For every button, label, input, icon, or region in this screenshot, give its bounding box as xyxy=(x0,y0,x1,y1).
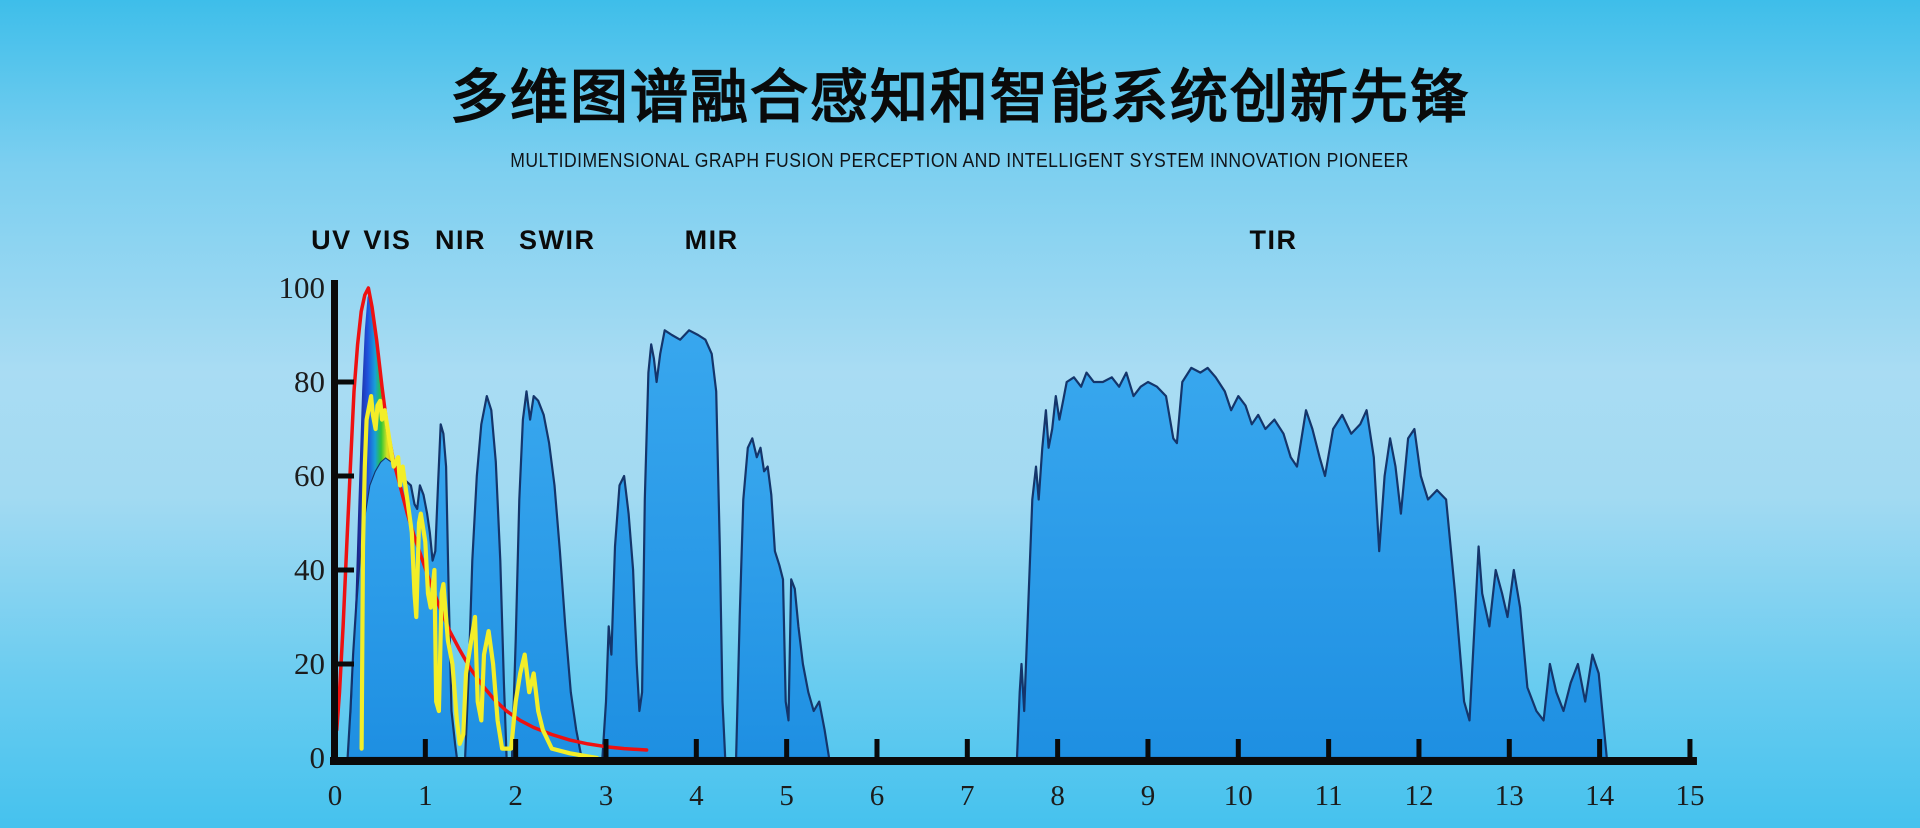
band-label-uv: UV xyxy=(311,225,352,255)
y-tick-label-100: 100 xyxy=(279,270,326,305)
band-label-mir: MIR xyxy=(685,225,739,255)
x-tick-9 xyxy=(1145,739,1151,758)
subtitle-wrap: MULTIDIMENSIONAL GRAPH FUSION PERCEPTION… xyxy=(0,150,1920,173)
y-tick-label-80: 80 xyxy=(294,364,325,399)
x-tick-label-1: 1 xyxy=(418,780,433,812)
band-label-nir: NIR xyxy=(435,225,486,255)
y-tick-label-40: 40 xyxy=(294,552,325,587)
x-tick-label-0: 0 xyxy=(328,780,343,812)
blackbody-envelope-curve xyxy=(335,286,649,752)
x-tick-7 xyxy=(964,739,970,758)
x-tick-label-4: 4 xyxy=(689,780,704,812)
transmission-window-3 xyxy=(510,390,583,760)
x-tick-11 xyxy=(1326,739,1332,758)
page-subtitle: MULTIDIMENSIONAL GRAPH FUSION PERCEPTION… xyxy=(510,150,1410,172)
x-tick-10 xyxy=(1235,739,1241,758)
visible-spectrum-peak xyxy=(351,292,404,721)
x-tick-label-13: 13 xyxy=(1495,780,1524,812)
x-tick-label-12: 12 xyxy=(1404,780,1433,812)
x-tick-label-7: 7 xyxy=(960,780,975,812)
x-tick-4 xyxy=(693,739,699,758)
x-tick-label-2: 2 xyxy=(508,780,523,812)
x-tick-14 xyxy=(1597,739,1603,758)
y-tick-label-20: 20 xyxy=(294,646,325,681)
x-axis-line xyxy=(330,757,1697,765)
x-tick-label-15: 15 xyxy=(1675,780,1704,812)
x-tick-label-8: 8 xyxy=(1050,780,1065,812)
x-tick-label-11: 11 xyxy=(1315,780,1343,812)
x-tick-15 xyxy=(1687,739,1693,758)
x-tick-1 xyxy=(422,739,428,758)
surface-solar-curve xyxy=(359,394,600,761)
y-tick-80 xyxy=(338,379,354,385)
band-label-vis: VIS xyxy=(363,225,411,255)
x-tick-label-5: 5 xyxy=(779,780,794,812)
transmission-window-6 xyxy=(1015,366,1608,760)
x-tick-label-10: 10 xyxy=(1224,780,1253,812)
x-tick-label-9: 9 xyxy=(1141,780,1156,812)
x-tick-3 xyxy=(603,739,609,758)
band-label-swir: SWIR xyxy=(519,225,596,255)
y-tick-40 xyxy=(338,567,354,573)
y-tick-20 xyxy=(338,661,354,667)
x-tick-2 xyxy=(513,739,519,758)
x-tick-0 xyxy=(332,739,338,758)
x-tick-13 xyxy=(1506,739,1512,758)
band-label-tir: TIR xyxy=(1250,225,1298,255)
y-axis-line xyxy=(331,280,338,765)
page-title: 多维图谱融合感知和智能系统创新先锋 xyxy=(449,65,1470,130)
y-tick-60 xyxy=(338,473,354,479)
x-tick-label-14: 14 xyxy=(1585,780,1615,812)
x-tick-5 xyxy=(784,739,790,758)
y-tick-label-0: 0 xyxy=(310,740,326,775)
x-tick-12 xyxy=(1416,739,1422,758)
y-tick-label-60: 60 xyxy=(294,458,325,493)
transmission-window-5 xyxy=(735,437,831,760)
transmission-window-4 xyxy=(601,329,727,760)
x-tick-label-3: 3 xyxy=(599,780,614,812)
x-tick-6 xyxy=(874,739,880,758)
x-tick-label-6: 6 xyxy=(870,780,885,812)
x-tick-8 xyxy=(1055,739,1061,758)
